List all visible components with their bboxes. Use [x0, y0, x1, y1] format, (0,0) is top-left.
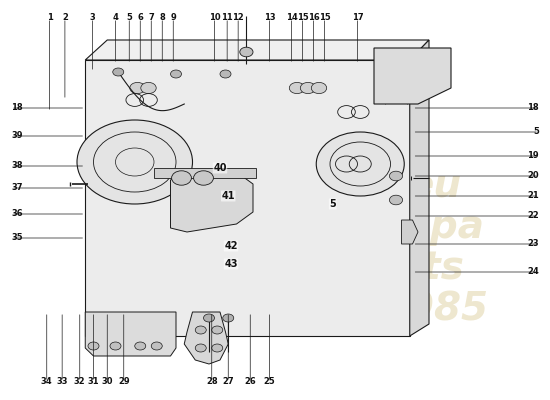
Text: 18: 18 — [11, 104, 23, 112]
Text: 24: 24 — [527, 268, 539, 276]
Polygon shape — [184, 312, 228, 364]
Text: 31: 31 — [87, 378, 100, 386]
Polygon shape — [85, 312, 176, 356]
Bar — [154, 168, 256, 178]
Polygon shape — [374, 48, 451, 104]
Text: 35: 35 — [11, 234, 23, 242]
Circle shape — [77, 120, 192, 204]
Text: 27: 27 — [222, 378, 234, 386]
Text: 15: 15 — [296, 14, 309, 22]
Text: 16: 16 — [307, 14, 320, 22]
Circle shape — [389, 195, 403, 205]
Text: 5: 5 — [329, 199, 336, 209]
Text: 3: 3 — [90, 14, 95, 22]
Polygon shape — [170, 172, 253, 232]
Polygon shape — [85, 40, 429, 60]
Text: eu
ropa
rts
1985: eu ropa rts 1985 — [381, 168, 488, 328]
Circle shape — [170, 70, 182, 78]
Text: 29: 29 — [118, 378, 130, 386]
Circle shape — [141, 82, 156, 94]
Polygon shape — [410, 40, 429, 336]
Text: 28: 28 — [206, 378, 218, 386]
Text: 37: 37 — [11, 184, 23, 192]
Circle shape — [289, 82, 305, 94]
Circle shape — [204, 314, 214, 322]
Circle shape — [223, 314, 234, 322]
Text: 38: 38 — [11, 162, 23, 170]
Text: 36: 36 — [11, 210, 23, 218]
Circle shape — [311, 82, 327, 94]
Text: 15: 15 — [318, 14, 331, 22]
Text: 12: 12 — [232, 14, 244, 22]
Circle shape — [135, 342, 146, 350]
Circle shape — [300, 82, 316, 94]
Text: 42: 42 — [224, 241, 238, 251]
Polygon shape — [402, 220, 418, 244]
Text: 17: 17 — [351, 14, 364, 22]
Text: 6: 6 — [138, 14, 143, 22]
Text: 11: 11 — [221, 14, 233, 22]
Text: 18: 18 — [527, 104, 539, 112]
Text: 40: 40 — [213, 163, 227, 173]
Text: 5: 5 — [126, 14, 132, 22]
Text: 20: 20 — [527, 172, 539, 180]
Circle shape — [172, 171, 191, 185]
Text: 10: 10 — [208, 14, 221, 22]
Text: 7: 7 — [148, 14, 154, 22]
Text: 1: 1 — [47, 14, 52, 22]
Text: 30: 30 — [102, 378, 113, 386]
Text: 13: 13 — [263, 14, 276, 22]
Text: 33: 33 — [57, 378, 68, 386]
Text: 43: 43 — [224, 259, 238, 269]
Text: 32: 32 — [74, 378, 86, 386]
Text: 34: 34 — [41, 378, 53, 386]
Text: 19: 19 — [527, 152, 539, 160]
Circle shape — [240, 47, 253, 57]
Text: 2: 2 — [62, 14, 68, 22]
Circle shape — [195, 326, 206, 334]
Text: 5: 5 — [533, 128, 539, 136]
Text: 4: 4 — [113, 14, 118, 22]
Circle shape — [212, 326, 223, 334]
Circle shape — [220, 70, 231, 78]
Polygon shape — [85, 60, 410, 336]
Text: 21: 21 — [527, 192, 539, 200]
Text: 41: 41 — [222, 191, 235, 201]
Circle shape — [130, 82, 145, 94]
Text: 22: 22 — [527, 212, 539, 220]
Text: 9: 9 — [170, 14, 176, 22]
Text: 8: 8 — [160, 14, 165, 22]
Text: 14: 14 — [285, 14, 298, 22]
Circle shape — [88, 342, 99, 350]
Circle shape — [194, 171, 213, 185]
Text: 26: 26 — [244, 378, 256, 386]
Text: 25: 25 — [263, 378, 276, 386]
Circle shape — [110, 342, 121, 350]
Circle shape — [113, 68, 124, 76]
Circle shape — [316, 132, 404, 196]
Circle shape — [151, 342, 162, 350]
Text: 23: 23 — [527, 240, 539, 248]
Circle shape — [212, 344, 223, 352]
Circle shape — [195, 344, 206, 352]
Circle shape — [389, 171, 403, 181]
Text: 39: 39 — [11, 132, 23, 140]
